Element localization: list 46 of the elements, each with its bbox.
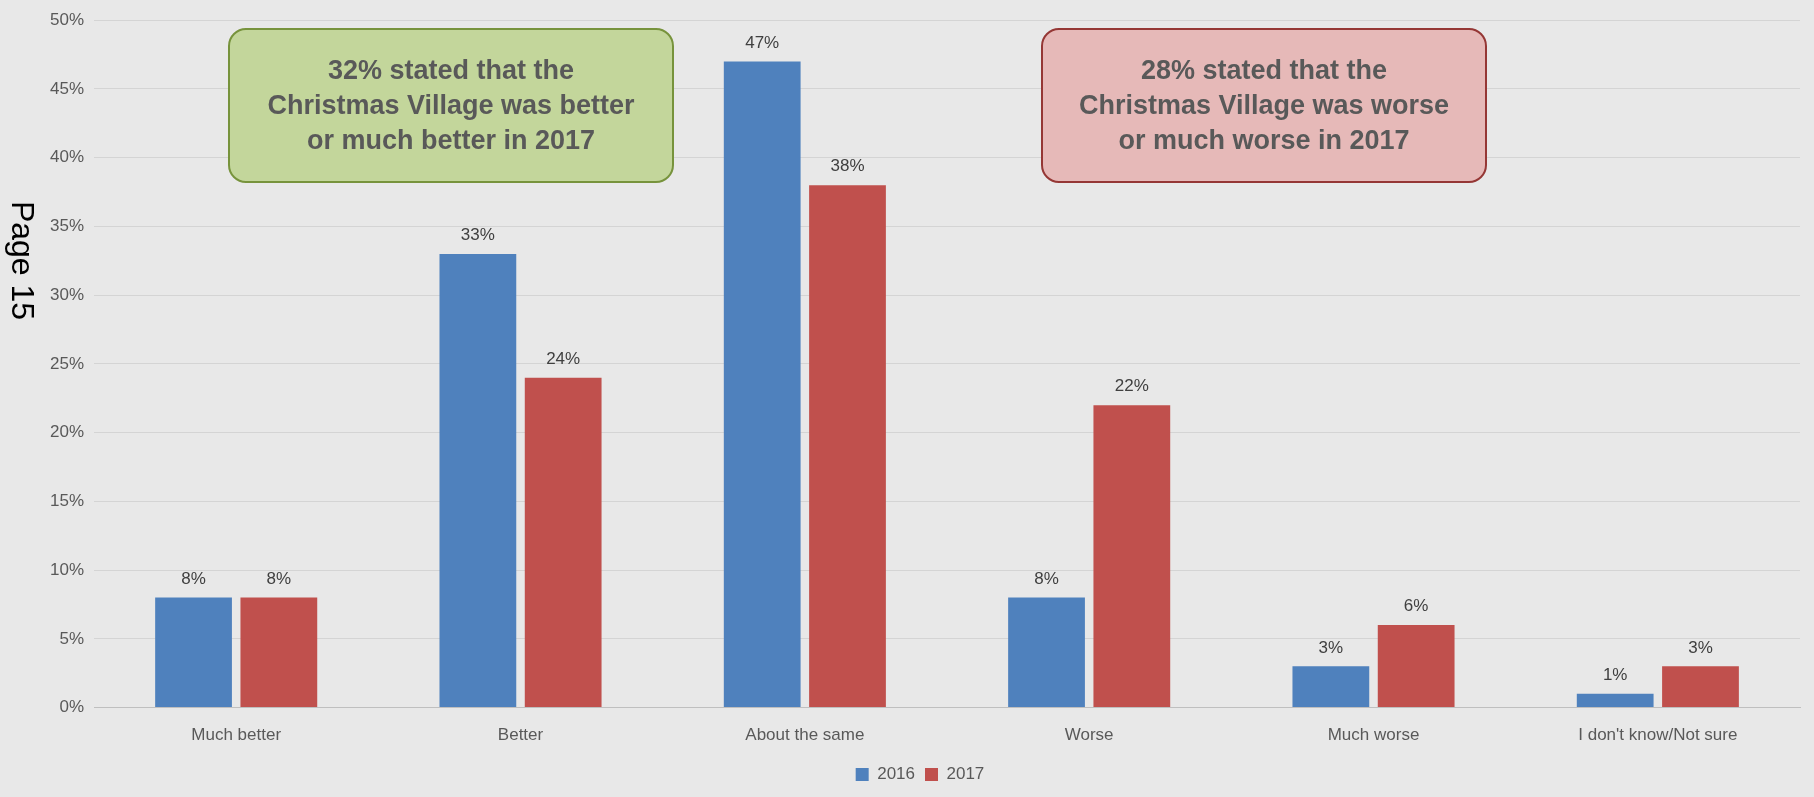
- data-label: 47%: [745, 32, 780, 52]
- x-tick-label: Much better: [191, 725, 282, 745]
- data-label: 24%: [546, 348, 581, 368]
- x-tick-label: About the same: [745, 725, 865, 745]
- y-tick-label: 35%: [49, 216, 85, 236]
- x-tick-label: I don't know/Not sure: [1578, 725, 1738, 745]
- bar: [1292, 666, 1370, 708]
- bar: [439, 253, 517, 708]
- y-tick-label: 45%: [49, 78, 85, 98]
- bar: [1008, 597, 1085, 708]
- data-label: 1%: [1602, 665, 1628, 685]
- data-label: 22%: [1114, 376, 1149, 396]
- y-tick-label: 15%: [49, 491, 85, 511]
- legend-label: 2016: [877, 764, 916, 784]
- bar: [723, 61, 801, 708]
- bar: [155, 597, 232, 708]
- legend-label: 2017: [946, 764, 985, 784]
- bar: [1377, 625, 1455, 708]
- y-tick-label: 0%: [59, 697, 85, 717]
- y-tick-label: 10%: [49, 559, 85, 579]
- annotation: 28% stated that the Christmas Village was worse or much worse in 2017: [1041, 28, 1487, 183]
- data-label: 8%: [181, 568, 206, 588]
- y-tick-label: 25%: [49, 353, 85, 373]
- x-tick-label: Better: [497, 725, 544, 745]
- y-tick-label: 5%: [59, 628, 85, 648]
- data-label: 3%: [1688, 637, 1713, 657]
- x-tick-label: Much worse: [1327, 725, 1420, 745]
- data-label: 8%: [266, 568, 292, 588]
- data-label: 3%: [1318, 637, 1344, 657]
- bar: [1576, 693, 1654, 708]
- data-label: 6%: [1403, 596, 1429, 616]
- y-tick-label: 20%: [49, 422, 85, 442]
- y-tick-label: 40%: [49, 147, 85, 167]
- bar: [1093, 405, 1171, 708]
- data-label: 38%: [830, 156, 865, 176]
- data-label: 8%: [1034, 568, 1059, 588]
- bar: [809, 185, 886, 708]
- data-label: 33%: [460, 225, 495, 245]
- y-tick-label: 50%: [49, 9, 85, 29]
- bar: [1662, 666, 1739, 708]
- text: Page 15: [3, 200, 41, 320]
- x-tick-label: Worse: [1064, 725, 1114, 745]
- y-tick-label: 30%: [49, 284, 85, 304]
- bar: [240, 597, 318, 708]
- annotation: 32% stated that the Christmas Village was better or much better in 2017: [228, 28, 674, 183]
- bar: [524, 377, 602, 708]
